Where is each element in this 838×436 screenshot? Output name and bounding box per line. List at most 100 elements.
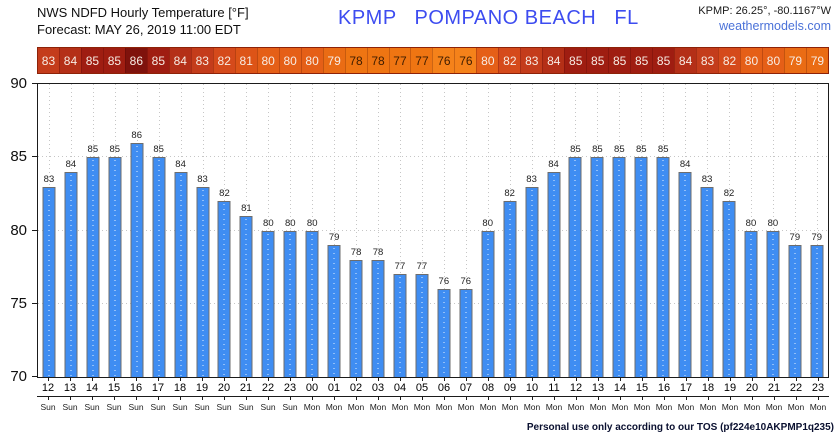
bar-value-label: 86 — [131, 129, 143, 141]
x-axis-tick — [289, 397, 291, 400]
x-tick-cell — [587, 397, 609, 400]
bar-slot: 85 — [104, 84, 126, 377]
x-axis-tick — [487, 378, 489, 381]
bar-slot: 80 — [762, 84, 784, 377]
bar-value-label: 77 — [416, 261, 428, 273]
x-axis-day-label: Mon — [303, 402, 321, 412]
bar-slot: 80 — [740, 84, 762, 377]
x-tick-cell — [499, 397, 521, 400]
temperature-bar — [788, 245, 802, 377]
bar-slot: 80 — [477, 84, 499, 377]
x-axis-day-label: Mon — [501, 402, 519, 412]
plot-area: 83 84 85 85 86 85 84 83 82 81 80 80 80 79 78 78 77 77 76 76… — [37, 83, 829, 378]
bar-value-label: 80 — [284, 217, 296, 229]
x-tick-cell — [477, 397, 499, 400]
temperature-bar — [64, 171, 78, 377]
x-tick-cell — [477, 378, 499, 381]
temp-strip-cell: 86 — [124, 48, 147, 73]
bar-value-label: 84 — [679, 158, 691, 170]
x-tick-cell — [499, 378, 521, 381]
temp-strip-cell: 77 — [410, 48, 433, 73]
x-axis-hour-label: 14 — [613, 382, 627, 394]
forecast-subtitle: Forecast: MAY 26, 2019 11:00 EDT — [37, 22, 241, 37]
temperature-bar — [612, 157, 626, 377]
temp-strip-cell: 79 — [783, 48, 806, 73]
x-axis-tick — [157, 378, 159, 381]
temp-strip-cell: 83 — [38, 48, 59, 73]
temp-strip-cell: 85 — [608, 48, 631, 73]
x-axis-tick — [597, 397, 599, 400]
x-axis-day-label: Sun — [40, 402, 56, 412]
x-tick-cell — [741, 378, 763, 381]
x-tick-cell — [763, 378, 785, 381]
bar-slot: 76 — [433, 84, 455, 377]
x-axis-tick — [135, 378, 137, 381]
x-tick-cell — [81, 397, 103, 400]
x-axis-day-label: Mon — [765, 402, 783, 412]
x-axis-hour-labels: 12 13 14 15 16 17 18 19 20 21 22 23 00 01 02 03 04 05 06 07… — [37, 381, 829, 396]
x-tick-cell — [147, 397, 169, 400]
x-axis-tick — [355, 397, 357, 400]
bar-value-label: 82 — [219, 188, 230, 200]
x-axis-day-label: Mon — [699, 402, 717, 412]
x-axis: 12 13 14 15 16 17 18 19 20 21 22 23 00 01 02 03 04 05 06 07… — [37, 378, 829, 412]
x-tick-cell — [103, 397, 125, 400]
x-axis-tick — [487, 397, 489, 400]
x-axis-hour-label: 05 — [415, 382, 429, 394]
temperature-bar — [481, 230, 495, 377]
temperature-bar — [437, 289, 451, 377]
temp-strip-cell: 85 — [586, 48, 609, 73]
x-tick-cell — [191, 378, 213, 381]
bar-slot: 82 — [718, 84, 740, 377]
x-axis-tick — [641, 397, 643, 400]
x-axis-hour-label: 04 — [393, 382, 407, 394]
x-tick-cell — [257, 397, 279, 400]
x-tick-cell — [389, 397, 411, 400]
x-axis-tick — [641, 378, 643, 381]
temp-strip-cell: 80 — [256, 48, 279, 73]
bar-slot: 77 — [389, 84, 411, 377]
x-axis-day-label: Mon — [721, 402, 739, 412]
x-axis-hour-label: 21 — [239, 382, 253, 394]
x-tick-cell — [59, 397, 81, 400]
x-axis-hour-label: 19 — [195, 382, 209, 394]
x-axis-tick — [531, 378, 533, 381]
x-axis-tick — [113, 397, 115, 400]
x-axis-tick — [619, 378, 621, 381]
x-axis-tick — [509, 378, 511, 381]
x-axis-day-label: Mon — [655, 402, 673, 412]
x-tick-cell — [301, 397, 323, 400]
temp-strip-cell: 80 — [740, 48, 762, 73]
bar-slot: 83 — [521, 84, 543, 377]
bar-slot: 84 — [60, 84, 82, 377]
x-axis-hour-label: 13 — [63, 382, 77, 394]
website-link[interactable]: weathermodels.com — [719, 19, 831, 33]
temperature-bar — [371, 259, 385, 377]
v-gridline — [399, 84, 401, 377]
x-axis-tick — [817, 378, 819, 381]
y-axis-tick — [32, 376, 37, 377]
bar-value-label: 85 — [570, 144, 581, 156]
bar-slot: 83 — [38, 84, 60, 377]
bar-value-label: 83 — [701, 173, 713, 185]
bar-value-label: 77 — [394, 261, 406, 273]
x-tick-cell — [389, 378, 411, 381]
x-tick-cell — [81, 378, 103, 381]
temperature-bar — [393, 274, 407, 377]
tos-note: Personal use only according to our TOS (… — [526, 422, 834, 433]
x-tick-cell — [653, 397, 675, 400]
temp-strip-cell: 76 — [432, 48, 455, 73]
x-axis-tick — [663, 397, 665, 400]
bar-slot: 85 — [565, 84, 587, 377]
x-tick-cell — [807, 378, 829, 381]
x-axis-hour-label: 13 — [591, 382, 605, 394]
bar-value-label: 84 — [548, 158, 559, 170]
x-axis-tick — [421, 397, 423, 400]
station-title: KPMP POMPANO BEACH FL — [338, 7, 639, 29]
x-axis-tick — [553, 397, 555, 400]
x-axis-day-labels: Sun Sun Sun Sun Sun Sun Sun Sun Sun Sun Sun Sun Mon M… — [37, 400, 829, 412]
x-axis-day-label: Sun — [282, 402, 298, 412]
x-axis-hour-label: 16 — [657, 382, 671, 394]
bar-value-label: 85 — [592, 144, 603, 156]
